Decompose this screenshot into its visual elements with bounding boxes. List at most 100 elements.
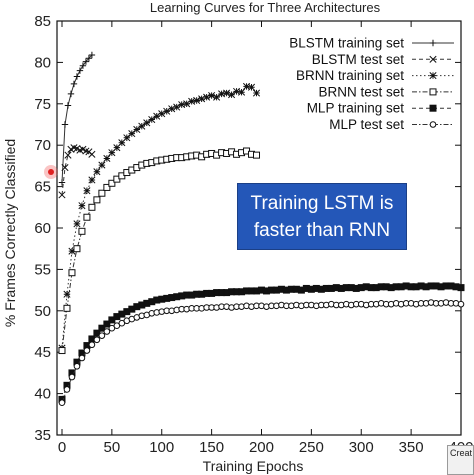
data-point (178, 101, 186, 109)
y-tick-label: 45 (34, 344, 51, 361)
data-point (252, 89, 261, 97)
legend-label: BRNN training set (296, 68, 404, 83)
y-axis: 35 40 45 50 55 60 65 70 75 80 85 (34, 13, 461, 444)
data-point (143, 119, 151, 127)
data-point (63, 290, 71, 298)
data-point (93, 336, 101, 344)
series-2 (58, 82, 261, 352)
y-tick-label: 75 (34, 96, 51, 113)
data-point (73, 245, 81, 253)
series-5 (58, 299, 465, 407)
x-axis-label: Training Epochs (203, 458, 304, 474)
data-point (98, 332, 106, 339)
data-point (88, 51, 96, 59)
data-point (88, 341, 96, 349)
data-point (218, 90, 226, 98)
legend-marker (429, 88, 437, 96)
x-tick-label: 200 (249, 439, 274, 456)
data-point (148, 115, 156, 124)
data-point (79, 62, 87, 69)
data-point (237, 88, 246, 96)
data-point (188, 97, 196, 105)
data-point (64, 102, 72, 109)
data-point (83, 347, 91, 354)
legend-label: BLSTM test set (312, 52, 405, 67)
series-4 (58, 282, 465, 403)
legend-label: MLP training set (307, 101, 405, 116)
data-point (93, 196, 101, 204)
data-point (64, 151, 72, 159)
data-point (88, 150, 96, 158)
data-point (58, 179, 66, 186)
y-tick-label: 35 (34, 427, 51, 444)
legend-marker (429, 121, 437, 128)
data-point (88, 176, 96, 184)
data-point (228, 91, 236, 99)
data-point (103, 320, 111, 328)
data-point (133, 125, 141, 134)
data-point (73, 73, 81, 80)
series-0 (58, 51, 96, 186)
watermark-text: Creat (450, 448, 473, 458)
data-point (128, 130, 136, 138)
data-point (98, 324, 106, 332)
data-point (158, 110, 166, 118)
data-point (168, 105, 176, 113)
data-point (85, 55, 93, 62)
data-point (76, 67, 84, 74)
data-point (113, 322, 121, 330)
legend-label: MLP test set (329, 117, 404, 132)
y-axis-label: % Frames Correctly Classified (2, 139, 18, 327)
data-point (223, 89, 231, 97)
data-point (103, 154, 111, 163)
y-tick-label: 65 (34, 179, 51, 196)
data-point (98, 189, 106, 197)
legend-marker (429, 55, 437, 63)
data-point (153, 112, 161, 120)
legend-marker (429, 104, 437, 112)
data-point (198, 95, 206, 103)
data-point (88, 203, 96, 211)
data-point (108, 149, 116, 157)
data-point (83, 213, 91, 221)
data-point (193, 96, 201, 105)
y-tick-label: 70 (34, 137, 51, 154)
data-point (108, 179, 116, 187)
data-point (73, 362, 81, 370)
annotation-callout: Training LSTM is faster than RNN (237, 183, 407, 250)
data-point (163, 107, 171, 115)
data-point (118, 139, 126, 147)
y-tick-label: 60 (34, 220, 51, 237)
data-point (58, 399, 66, 407)
y-tick-label: 80 (34, 54, 51, 71)
y-tick-label: 40 (34, 386, 51, 403)
data-point (58, 347, 66, 355)
legend-marker (429, 72, 437, 80)
data-point (83, 187, 91, 195)
callout-line-2: faster than RNN (253, 220, 391, 241)
data-point (58, 191, 66, 199)
data-point (67, 90, 75, 98)
data-point (183, 100, 191, 108)
data-point (123, 134, 131, 142)
data-point (103, 183, 111, 191)
data-point (68, 269, 76, 277)
data-point (93, 168, 101, 176)
series-3 (58, 147, 261, 355)
y-tick-label: 50 (34, 303, 51, 320)
data-point (98, 161, 106, 169)
series-1 (58, 144, 96, 199)
data-point (82, 58, 90, 65)
callout-line-1: Training LSTM is (250, 193, 394, 214)
legend-marker (429, 39, 437, 47)
data-point (61, 164, 69, 172)
x-tick-label: 250 (299, 439, 324, 456)
data-point (63, 386, 71, 393)
y-tick-label: 85 (34, 13, 51, 30)
data-point (113, 144, 121, 152)
x-tick-label: 350 (399, 439, 424, 456)
data-point (78, 202, 86, 210)
data-point (103, 328, 111, 335)
data-point (457, 300, 465, 308)
x-tick-label: 100 (149, 439, 174, 456)
